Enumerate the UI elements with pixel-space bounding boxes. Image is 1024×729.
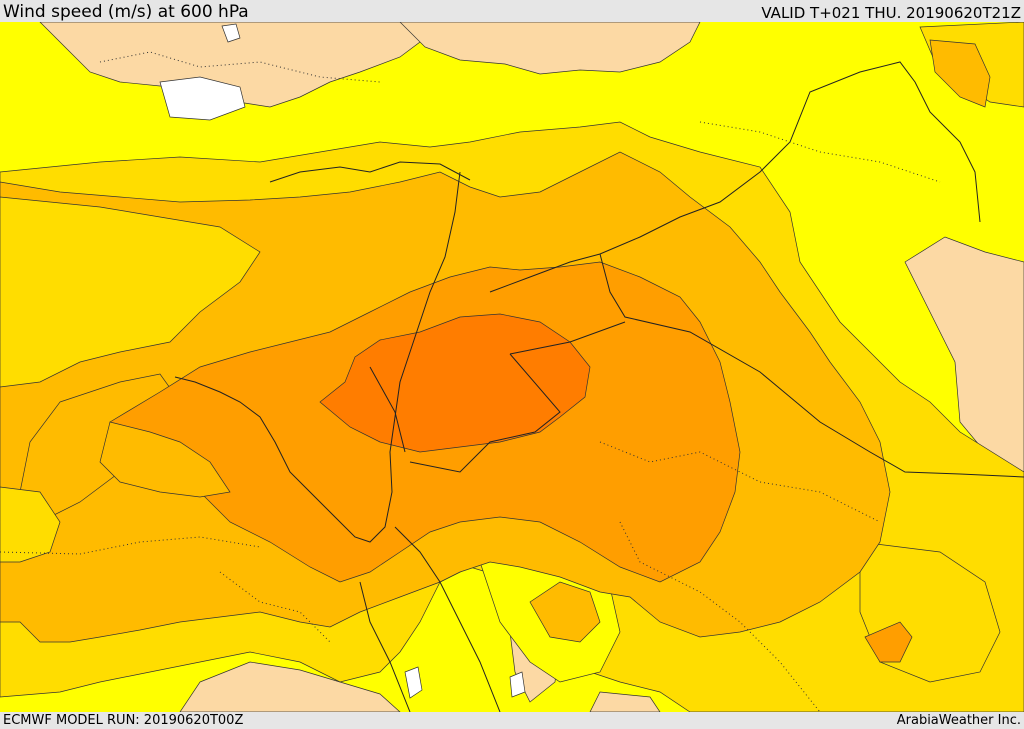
coastline-levant-sinai [174,171,461,543]
border-jordan-south [409,353,561,473]
band-light-north-east [399,22,701,75]
band-moderate-west-tongue [0,196,261,388]
footer-bar: ECMWF MODEL RUN: 20190620T00Z ArabiaWeat… [0,712,1024,729]
band-light-south-west [179,661,401,712]
model-run-label: ECMWF MODEL RUN: 20190620T00Z [3,713,244,728]
band-strong-east-patch [864,621,913,663]
wind-speed-map [0,22,1024,712]
border-jordan-saudi [509,321,626,355]
band-fresh-inlay [99,421,231,498]
border-iraq-saudi [599,253,1024,478]
header-bar: Wind speed (m/s) at 600 hPa VALID T+021 … [0,0,1024,22]
internal-boundary-6 [219,571,331,643]
map-title: Wind speed (m/s) at 600 hPa [3,2,249,22]
band-calm-south-1 [404,666,423,699]
internal-boundary-2 [599,441,881,523]
coastline-cyprus-levant [269,161,471,183]
credit-label: ArabiaWeather Inc. [896,713,1021,728]
internal-boundary-5 [699,121,941,183]
band-calm-north [221,23,241,43]
band-moderate-sw-patch [0,486,61,563]
band-light-north-anatolia [39,22,421,108]
map-svg [0,22,1024,712]
border-egypt-israel [369,366,406,453]
band-very-strong [319,313,591,453]
internal-boundary-3 [619,521,821,712]
band-calm-anatolia [159,76,246,121]
band-light-south [589,691,661,712]
valid-time: VALID T+021 THU. 20190620T21Z [761,4,1021,22]
band-calm-south-2 [509,671,526,698]
band-fresh-north-east [929,39,991,108]
coastline-red-sea-west [359,581,411,712]
coastline-red-sea-east [394,526,501,712]
band-fresh-inlay-south [529,581,601,643]
